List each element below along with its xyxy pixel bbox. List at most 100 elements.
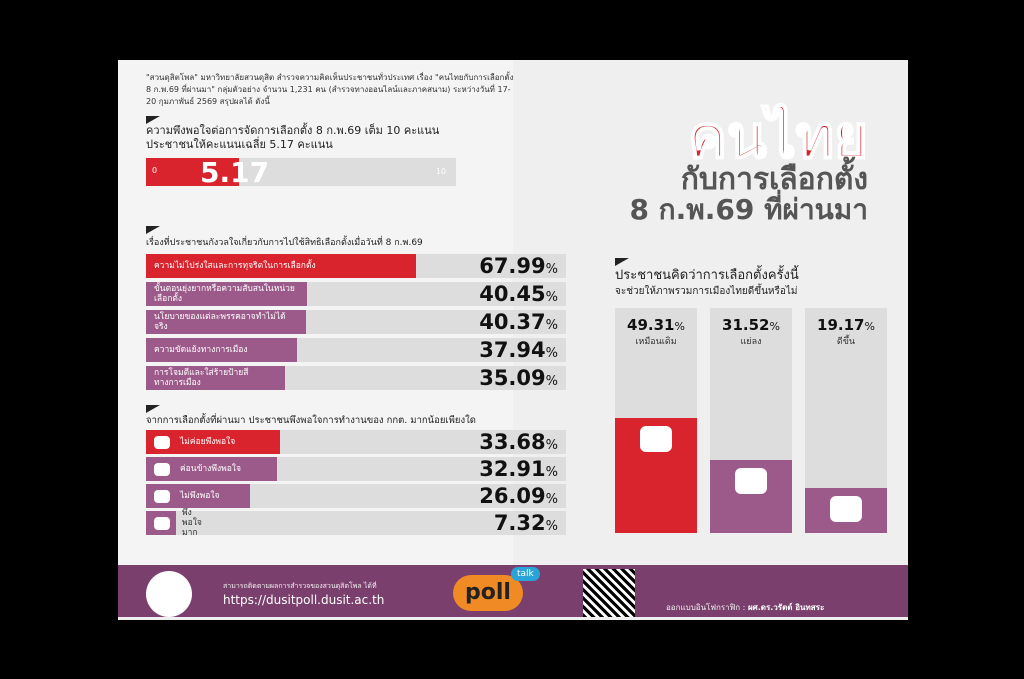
- value-number: 33.68: [479, 430, 546, 454]
- value-number: 40.45: [479, 282, 546, 306]
- value-number: 32.91: [479, 457, 546, 481]
- value-unit: %: [674, 320, 685, 333]
- talk-badge: talk: [511, 567, 540, 581]
- credit-name: ผศ.ดร.วรัตต์ อินทสระ: [747, 603, 825, 612]
- left-section: "สวนดุสิตโพล" มหาวิทยาลัยสวนดุสิต สำรวจค…: [118, 60, 566, 565]
- subtitle-2: 8 ก.พ.69 ที่ผ่านมา: [629, 193, 868, 226]
- intro-text: "สวนดุสิตโพล" มหาวิทยาลัยสวนดุสิต สำรวจค…: [146, 73, 514, 106]
- column-value: 49.31%: [615, 316, 697, 334]
- score-bar: 0 5.17 10: [146, 156, 456, 189]
- footer: สามารถติดตามผลการสำรวจของสวนดุสิตโพล ได้…: [118, 565, 908, 617]
- value-number: 31.52: [722, 316, 770, 334]
- face-icon: [154, 435, 170, 449]
- q3-title: จากการเลือกตั้งที่ผ่านมา ประชาชนพึงพอใจก…: [146, 415, 476, 426]
- bar-fill: ขั้นตอนยุ่งยากหรือความสับสนในหน่วยเลือกต…: [146, 282, 307, 306]
- bar-value: 40.45%: [479, 282, 558, 306]
- bar-row: ไม่พึงพอใจ 26.09%: [146, 484, 566, 508]
- bar-value: 40.37%: [479, 310, 558, 334]
- score-max: 10: [435, 167, 446, 176]
- score-fill: [146, 158, 240, 186]
- bar-label: ความขัดแย้งทางการเมือง: [154, 345, 248, 355]
- bar-value: 26.09%: [479, 484, 558, 508]
- column-value: 19.17%: [805, 316, 887, 334]
- bar-label: ขั้นตอนยุ่งยากหรือความสับสนในหน่วยเลือกต…: [154, 284, 295, 304]
- qr-code: [583, 569, 635, 617]
- column-2: 19.17% ดีขึ้น: [805, 308, 887, 533]
- value-number: 26.09: [479, 484, 546, 508]
- bar-row: ความขัดแย้งทางการเมือง 37.94%: [146, 338, 566, 362]
- poll-talk-logo: poll: [453, 575, 523, 611]
- bar-fill: ค่อนข้างพึงพอใจ: [146, 457, 277, 481]
- bar-value: 7.32%: [494, 511, 558, 535]
- q4-title: ประชาชนคิดว่าการเลือกตั้งครั้งนี้: [615, 268, 799, 283]
- credit: ออกแบบอินโฟกราฟิก : ผศ.ดร.วรัตต์ อินทสระ: [666, 601, 824, 614]
- face-icon: [830, 496, 862, 523]
- subtitle-1: กับการเลือกตั้ง: [680, 162, 868, 197]
- bar-row: ไม่ค่อยพึงพอใจ 33.68%: [146, 430, 566, 454]
- column-fill: [615, 418, 697, 533]
- university-logo: [146, 571, 192, 617]
- bar-value: 35.09%: [479, 366, 558, 390]
- bar-value: 33.68%: [479, 430, 558, 454]
- bar-label: พึงพอใจมาก: [182, 508, 202, 538]
- section-marker-icon: [146, 405, 160, 413]
- value-unit: %: [864, 320, 875, 333]
- main-title: คนไทย: [687, 102, 869, 172]
- section-marker-icon: [146, 226, 160, 234]
- bar-row: การโจมตีและใส่ร้ายป้ายสีทางการเมือง 35.09…: [146, 366, 566, 390]
- column-category: เหมือนเดิม: [635, 337, 677, 347]
- value-unit: %: [769, 320, 780, 333]
- value-unit: %: [545, 290, 558, 305]
- value-unit: %: [545, 438, 558, 453]
- face-icon: [640, 426, 672, 452]
- value-unit: %: [545, 318, 558, 333]
- column-fill: [805, 488, 887, 533]
- q1-title: ความพึงพอใจต่อการจัดการเลือกตั้ง 8 ก.พ.6…: [146, 124, 440, 151]
- bar-label: ค่อนข้างพึงพอใจ: [180, 464, 241, 474]
- section-marker-icon: [146, 116, 160, 124]
- bar-fill: ไม่ค่อยพึงพอใจ: [146, 430, 280, 454]
- bar-fill: ไม่พึงพอใจ: [146, 484, 250, 508]
- bar-value: 67.99%: [479, 254, 558, 278]
- value-number: 19.17: [817, 316, 865, 334]
- bar-fill: ความขัดแย้งทางการเมือง: [146, 338, 297, 362]
- infographic: "สวนดุสิตโพล" มหาวิทยาลัยสวนดุสิต สำรวจค…: [118, 60, 908, 620]
- bar-label: ความไม่โปร่งใสและการทุจริตในการเลือกตั้ง: [154, 261, 316, 271]
- value-unit: %: [545, 346, 558, 361]
- value-number: 67.99: [479, 254, 546, 278]
- bar-value: 32.91%: [479, 457, 558, 481]
- follow-text: สามารถติดตามผลการสำรวจของสวนดุสิตโพล ได้…: [223, 582, 377, 590]
- column-label: 31.52% แย่ลง: [710, 316, 792, 348]
- bar-row: ความไม่โปร่งใสและการทุจริตในการเลือกตั้ง…: [146, 254, 566, 278]
- value-unit: %: [545, 492, 558, 507]
- column-label: 19.17% ดีขึ้น: [805, 316, 887, 348]
- bar-fill: การโจมตีและใส่ร้ายป้ายสีทางการเมือง: [146, 366, 286, 390]
- face-icon: [154, 462, 170, 476]
- face-icon: [154, 489, 170, 503]
- face-icon: [735, 467, 767, 494]
- value-number: 37.94: [479, 338, 546, 362]
- column-0: 49.31% เหมือนเดิม: [615, 308, 697, 533]
- q4-subtitle: จะช่วยให้ภาพรวมการเมืองไทยดีขึ้นหรือไม่: [615, 286, 798, 297]
- bar-fill: พึงพอใจมาก: [146, 508, 202, 538]
- value-unit: %: [545, 465, 558, 480]
- bar-value: 37.94%: [479, 338, 558, 362]
- score-min: 0: [152, 166, 158, 175]
- face-icon: [154, 516, 170, 530]
- website-link[interactable]: https://dusitpoll.dusit.ac.th: [223, 593, 385, 607]
- bar-label: ไม่ค่อยพึงพอใจ: [180, 437, 236, 447]
- column-category: แย่ลง: [740, 337, 762, 347]
- credit-label: ออกแบบอินโฟกราฟิก :: [666, 603, 746, 612]
- q2-title: เรื่องที่ประชาชนกังวลใจเกี่ยวกับการไปใช้…: [146, 238, 423, 248]
- value-unit: %: [545, 262, 558, 277]
- bar-row: ค่อนข้างพึงพอใจ 32.91%: [146, 457, 566, 481]
- bar-fill: ความไม่โปร่งใสและการทุจริตในการเลือกตั้ง: [146, 254, 416, 278]
- section-marker-icon: [615, 258, 629, 266]
- bar-row: นโยบายของแต่ละพรรคอาจทำไม่ได้จริง 40.37%: [146, 310, 566, 334]
- bar-label: การโจมตีและใส่ร้ายป้ายสีทางการเมือง: [154, 368, 249, 388]
- column-category: ดีขึ้น: [836, 337, 856, 347]
- value-number: 49.31: [627, 316, 675, 334]
- column-fill: [710, 459, 792, 533]
- bar-label: นโยบายของแต่ละพรรคอาจทำไม่ได้จริง: [154, 312, 286, 332]
- column-label: 49.31% เหมือนเดิม: [615, 316, 697, 348]
